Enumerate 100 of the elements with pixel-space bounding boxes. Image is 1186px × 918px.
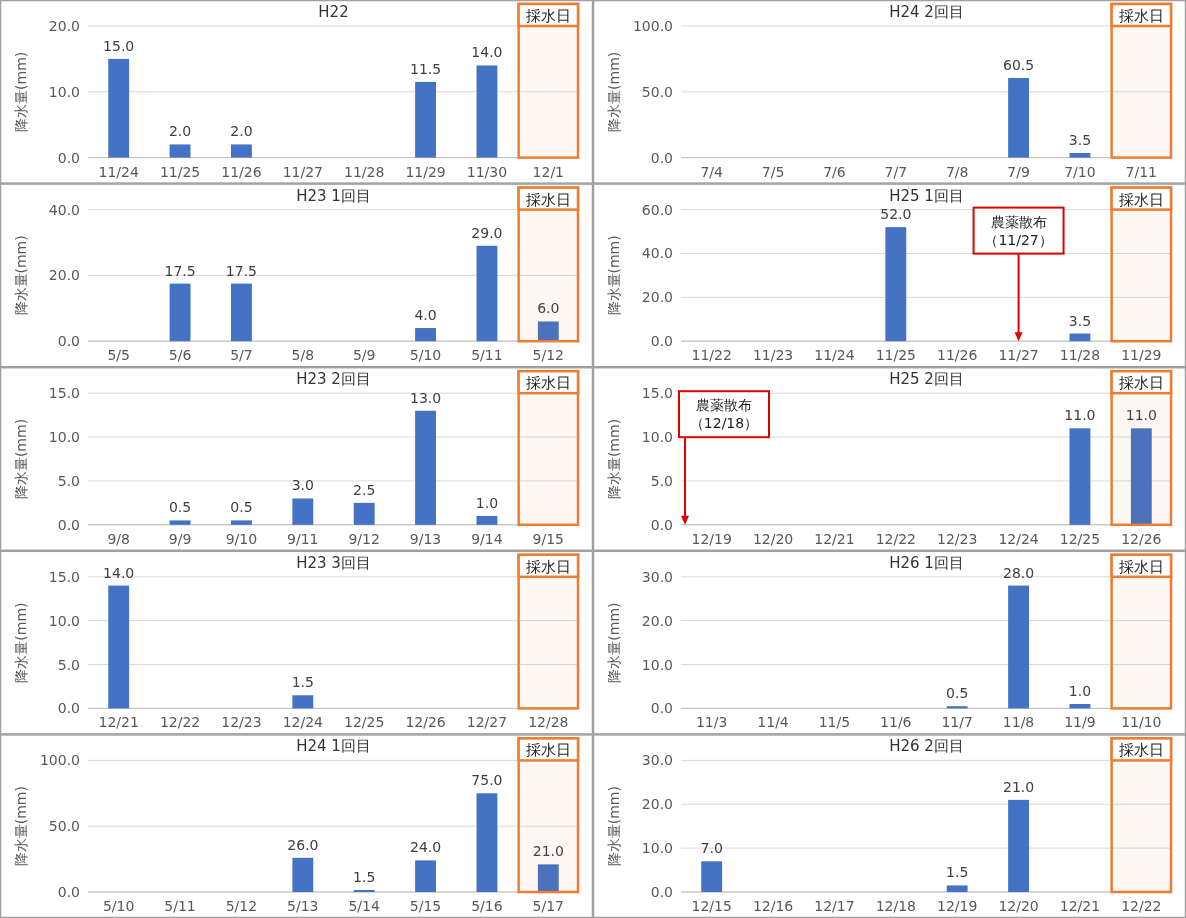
y-tick-label: 0.0	[650, 700, 673, 717]
data-label: 2.0	[168, 123, 192, 140]
chart-title: H25 2回目	[889, 370, 964, 389]
x-tick-label: 5/14	[348, 898, 380, 914]
y-tick-label: 10.0	[48, 83, 80, 100]
y-tick-label: 0.0	[650, 516, 673, 533]
y-tick-label: 10.0	[641, 656, 673, 673]
y-tick-label: 0.0	[57, 333, 80, 350]
y-tick-label: 50.0	[48, 818, 80, 835]
x-tick-label: 7/10	[1064, 163, 1096, 180]
x-tick-label: 5/6	[168, 347, 192, 364]
x-tick-label: 5/12	[532, 347, 565, 364]
x-tick-label: 12/26	[1121, 530, 1162, 547]
data-label: 24.0	[409, 839, 442, 856]
chart-title: H22	[318, 3, 349, 21]
y-tick-label: 10.0	[48, 429, 80, 446]
data-label: 14.0	[471, 44, 503, 61]
data-label: 17.5	[225, 262, 258, 279]
y-tick-label: 15.0	[641, 385, 673, 402]
data-label: 11.5	[409, 60, 442, 77]
x-tick-label: 11/6	[880, 714, 912, 731]
band-label: 採水日	[525, 557, 571, 576]
data-label: 1.0	[1068, 683, 1092, 700]
x-tick-label: 9/11	[287, 530, 319, 547]
y-tick-label: 50.0	[641, 83, 673, 100]
x-tick-label: 11/22	[691, 347, 732, 364]
x-tick-label: 11/24	[814, 347, 855, 364]
data-label: 3.5	[1068, 312, 1092, 329]
x-tick-label: 11/7	[941, 714, 973, 731]
x-tick-label: 12/21	[814, 530, 855, 547]
y-tick-label: 5.0	[57, 472, 80, 489]
data-label: 3.0	[291, 477, 314, 494]
x-tick-label: 5/16	[471, 898, 503, 914]
bar	[169, 283, 191, 342]
x-tick-label: 5/10	[102, 898, 135, 914]
x-tick-label: 5/12	[225, 898, 258, 914]
x-tick-label: 12/23	[937, 530, 978, 547]
y-tick-label: 30.0	[641, 752, 673, 769]
x-tick-label: 11/4	[757, 714, 789, 731]
x-tick-label: 11/25	[875, 347, 916, 364]
x-tick-label: 12/17	[814, 898, 855, 914]
x-tick-label: 12/19	[937, 898, 978, 914]
y-axis-title: 降水量(mm)	[13, 51, 29, 132]
y-axis-title: 降水量(mm)	[606, 51, 622, 132]
y-tick-label: 40.0	[641, 245, 673, 262]
x-tick-label: 12/20	[752, 530, 794, 547]
bar	[946, 706, 968, 709]
y-tick-label: 10.0	[641, 429, 673, 446]
data-label: 13.0	[409, 389, 442, 406]
x-tick-label: 7/8	[945, 163, 969, 180]
data-label: 0.5	[946, 685, 969, 702]
data-label: 21.0	[532, 843, 564, 860]
chart-title: H25 1回目	[889, 186, 964, 205]
bar	[537, 864, 559, 892]
data-label: 0.5	[230, 499, 253, 516]
y-tick-label: 0.0	[650, 149, 673, 166]
data-label: 14.0	[103, 564, 135, 581]
x-tick-label: 12/19	[691, 530, 732, 547]
x-tick-label: 5/17	[532, 898, 565, 914]
data-label: 52.0	[880, 206, 912, 223]
y-tick-label: 15.0	[48, 568, 80, 585]
band-label: 採水日	[1118, 557, 1164, 576]
band-label: 採水日	[525, 374, 571, 393]
x-tick-label: 5/10	[409, 347, 442, 364]
bar	[476, 793, 498, 892]
x-tick-label: 11/30	[466, 163, 508, 180]
bar	[231, 283, 252, 342]
x-tick-label: 12/25	[344, 714, 385, 731]
bar	[292, 857, 314, 892]
data-label: 75.0	[471, 772, 503, 789]
data-label: 11.0	[1125, 407, 1157, 424]
bar	[292, 498, 314, 525]
band-label: 採水日	[525, 190, 571, 209]
data-label: 1.5	[353, 869, 376, 886]
x-tick-label: 5/7	[230, 347, 253, 364]
data-label: 15.0	[103, 37, 135, 54]
y-tick-label: 20.0	[48, 18, 80, 34]
x-tick-label: 5/11	[471, 347, 503, 364]
bar	[476, 516, 498, 525]
y-axis-title: 降水量(mm)	[606, 235, 622, 316]
y-axis-title: 降水量(mm)	[606, 786, 622, 867]
x-tick-label: 12/27	[466, 714, 508, 731]
y-axis-title: 降水量(mm)	[606, 602, 622, 683]
bar	[415, 328, 436, 342]
x-tick-label: 11/26	[221, 163, 262, 180]
band-label: 採水日	[1118, 190, 1164, 209]
data-label: 21.0	[1002, 778, 1035, 795]
x-tick-label: 5/15	[409, 898, 442, 914]
data-label: 1.5	[291, 674, 314, 691]
y-tick-label: 5.0	[57, 656, 80, 673]
band-label: 採水日	[525, 741, 571, 760]
x-tick-label: 5/9	[352, 347, 376, 364]
data-label: 11.0	[1064, 407, 1096, 424]
annotation: 農薬散布（11/27）	[984, 213, 1053, 248]
chart-title: H24 1回目	[296, 737, 371, 756]
x-tick-label: 12/15	[691, 898, 732, 914]
x-tick-label: 12/23	[221, 714, 262, 731]
data-label: 60.5	[1002, 56, 1035, 73]
y-tick-label: 20.0	[641, 289, 673, 306]
y-axis-title: 降水量(mm)	[13, 418, 29, 500]
